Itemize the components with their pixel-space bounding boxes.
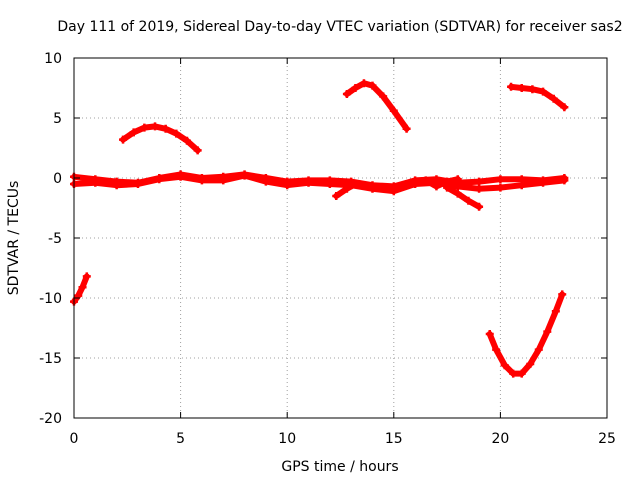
y-tick-label: -10 — [39, 291, 62, 307]
data-point — [507, 82, 516, 91]
data-point — [517, 369, 526, 378]
data-point — [176, 172, 185, 181]
data-point — [261, 177, 270, 186]
data-point — [91, 178, 100, 187]
series-trace — [422, 176, 461, 190]
data-point — [558, 290, 567, 299]
data-point — [543, 327, 552, 336]
data-point — [119, 135, 128, 144]
y-axis-label: SDTVAR / TECUs — [6, 181, 22, 296]
axis-ticks: 0 5 10 15 20 25 -20 -15 -10 -5 0 5 10 — [39, 51, 616, 447]
series-trace — [71, 273, 90, 305]
series-band-main-b — [70, 171, 569, 196]
data-point — [193, 146, 202, 155]
y-tick-label: 10 — [44, 51, 62, 67]
data-point — [443, 177, 452, 186]
series-trace — [486, 291, 566, 377]
y-tick-label: -5 — [48, 231, 62, 247]
data-point — [517, 84, 526, 92]
data-point — [453, 175, 462, 184]
chart-title: Day 111 of 2019, Sidereal Day-to-day VTE… — [57, 19, 622, 35]
data-point — [151, 122, 160, 131]
data-point — [140, 123, 149, 132]
series-arc-fall-evening — [507, 82, 569, 112]
x-tick-label: 10 — [278, 431, 296, 447]
data-point — [389, 106, 398, 115]
data-point — [368, 81, 377, 90]
data-point — [78, 283, 87, 292]
data-point — [549, 94, 558, 103]
data-point — [197, 176, 206, 185]
data-point — [560, 176, 569, 185]
data-point — [432, 182, 441, 191]
x-tick-label: 5 — [176, 431, 185, 447]
data-point — [379, 92, 388, 101]
data-point — [325, 180, 334, 188]
x-tick-label: 25 — [598, 431, 616, 447]
data-point — [402, 124, 411, 133]
data-point — [509, 369, 518, 378]
data-point — [112, 181, 121, 190]
data-point — [389, 187, 398, 196]
data-point — [475, 202, 484, 211]
data-point — [133, 180, 142, 188]
data-point — [475, 177, 484, 186]
data-point — [453, 189, 462, 198]
data-point — [526, 360, 535, 368]
data-point — [182, 136, 191, 145]
series-arc-hump-morning — [119, 122, 202, 155]
series-arc-peak-midday — [342, 79, 411, 133]
data-points — [70, 79, 569, 378]
x-tick-label: 0 — [70, 431, 79, 447]
data-point — [500, 361, 509, 370]
data-point — [283, 181, 292, 190]
y-tick-label: -20 — [39, 411, 62, 427]
y-tick-label: 0 — [53, 171, 62, 187]
data-point — [342, 184, 351, 193]
data-point — [411, 180, 420, 188]
data-point — [453, 182, 462, 191]
x-tick-label: 15 — [385, 431, 403, 447]
data-point — [240, 171, 249, 180]
data-point — [475, 184, 484, 193]
data-point — [539, 87, 548, 96]
data-point — [551, 307, 560, 316]
series-band-offset-tail — [443, 183, 484, 211]
data-point — [82, 272, 91, 281]
series-arc-dip-evening — [485, 290, 567, 378]
data-point — [485, 330, 494, 338]
data-point — [539, 178, 548, 187]
data-point — [342, 90, 351, 98]
data-point — [351, 84, 360, 92]
data-point — [368, 184, 377, 193]
x-axis-label: GPS time / hours — [281, 459, 398, 475]
data-point — [560, 103, 569, 112]
x-tick-label: 20 — [491, 431, 509, 447]
data-point — [534, 345, 543, 354]
data-point — [351, 180, 360, 188]
data-point — [332, 192, 341, 200]
data-point — [129, 128, 138, 137]
series-trace — [444, 184, 483, 210]
data-point — [155, 175, 164, 184]
y-tick-label: 5 — [53, 111, 62, 127]
series-band-offset-rise — [421, 175, 462, 191]
data-point — [528, 85, 537, 94]
data-point — [492, 345, 501, 354]
data-point — [496, 175, 505, 184]
y-tick-label: -15 — [39, 351, 62, 367]
data-point — [219, 176, 228, 185]
data-point — [496, 183, 505, 192]
data-point — [517, 181, 526, 190]
data-point — [464, 196, 473, 205]
data-point — [172, 129, 181, 138]
data-point — [161, 124, 170, 133]
data-point — [304, 178, 313, 187]
series-band-offset-dip — [332, 180, 360, 200]
data-point — [359, 79, 368, 88]
data-point — [421, 176, 430, 185]
